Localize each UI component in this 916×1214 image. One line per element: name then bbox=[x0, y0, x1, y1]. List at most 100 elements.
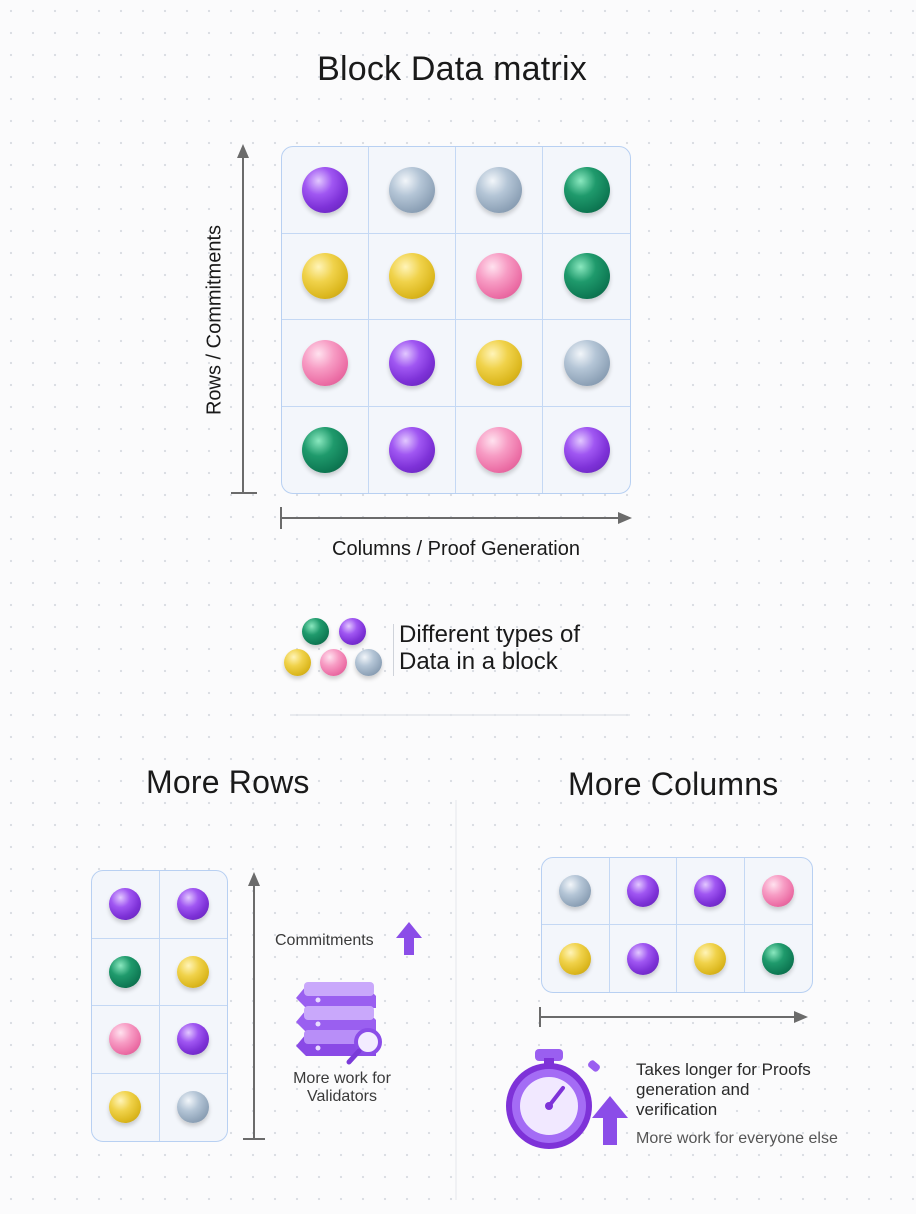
proofs-up-arrow-icon bbox=[592, 1096, 628, 1145]
green-data-ball bbox=[563, 253, 610, 300]
rows-matrix-cell bbox=[159, 939, 227, 1006]
legend-separator bbox=[393, 624, 394, 676]
more-columns-title: More Columns bbox=[568, 766, 779, 802]
silver-data-ball bbox=[389, 166, 435, 213]
matrix-cell bbox=[456, 320, 543, 407]
columns-matrix-cell bbox=[677, 858, 745, 925]
rows-matrix-cell bbox=[159, 871, 227, 939]
green-data-ball bbox=[563, 166, 610, 213]
green-data-ball bbox=[762, 942, 795, 975]
proofs-text: Takes longer for Proofs generation and v… bbox=[636, 1060, 811, 1120]
rows-matrix-cell bbox=[92, 871, 160, 939]
legend-pink-ball bbox=[320, 649, 347, 676]
purple-data-ball bbox=[626, 875, 659, 907]
legend-line-2: Data in a block bbox=[399, 648, 558, 675]
more-columns-matrix bbox=[541, 857, 813, 993]
matrix-cell bbox=[282, 147, 369, 234]
yellow-data-ball bbox=[476, 339, 522, 386]
rows-matrix-cell bbox=[159, 1006, 227, 1074]
purple-data-ball bbox=[626, 942, 659, 975]
matrix-cell bbox=[456, 406, 543, 493]
matrix-cell bbox=[543, 234, 630, 320]
commitments-label: Commitments bbox=[275, 932, 374, 949]
yellow-data-ball bbox=[694, 942, 727, 975]
yellow-data-ball bbox=[302, 253, 348, 300]
y-axis-arrow bbox=[231, 144, 257, 494]
matrix-cell bbox=[369, 147, 456, 234]
pink-data-ball bbox=[476, 426, 522, 473]
more-rows-matrix bbox=[91, 870, 228, 1142]
green-data-ball bbox=[109, 955, 142, 988]
rows-matrix-cell bbox=[92, 1006, 160, 1074]
validators-work-text: More work for Validators bbox=[286, 1070, 398, 1106]
columns-matrix-cell bbox=[744, 858, 812, 925]
rows-matrix-cell bbox=[92, 1073, 160, 1141]
green-data-ball bbox=[302, 426, 348, 473]
everyone-work-text: More work for everyone else bbox=[636, 1130, 838, 1147]
proofs-line-1: Takes longer for Proofs bbox=[636, 1060, 811, 1079]
legend-yellow-ball bbox=[284, 649, 311, 676]
matrix-cell bbox=[543, 147, 630, 234]
pink-data-ball bbox=[109, 1023, 142, 1056]
legend-text: Different types of Data in a block bbox=[399, 621, 580, 675]
legend-balls bbox=[284, 618, 386, 678]
silver-data-ball bbox=[559, 875, 592, 907]
yellow-data-ball bbox=[389, 253, 435, 300]
stopwatch-icon bbox=[506, 1049, 600, 1149]
yellow-data-ball bbox=[559, 942, 592, 975]
x-axis-arrow bbox=[280, 507, 632, 529]
silver-data-ball bbox=[563, 339, 610, 386]
silver-data-ball bbox=[476, 166, 522, 213]
legend-line-1: Different types of bbox=[399, 621, 580, 648]
server-stack-icon bbox=[296, 982, 382, 1065]
commitments-up-arrow-icon bbox=[396, 922, 422, 955]
purple-data-ball bbox=[302, 166, 348, 213]
columns-matrix-cell bbox=[609, 858, 677, 925]
matrix-cell bbox=[543, 320, 630, 407]
legend-silver-ball bbox=[355, 649, 382, 676]
matrix-cell bbox=[543, 407, 630, 494]
pink-data-ball bbox=[762, 875, 795, 907]
page-title: Block Data matrix bbox=[317, 50, 587, 88]
matrix-cell bbox=[369, 233, 456, 320]
pink-data-ball bbox=[476, 253, 522, 300]
columns-matrix-cell bbox=[542, 925, 610, 992]
columns-axis-arrow bbox=[539, 1007, 808, 1027]
columns-matrix-cell bbox=[677, 925, 745, 992]
matrix-cell bbox=[282, 406, 369, 493]
matrix-cell bbox=[369, 406, 456, 493]
purple-data-ball bbox=[563, 426, 610, 473]
x-axis-label: Columns / Proof Generation bbox=[332, 538, 580, 560]
silver-data-ball bbox=[177, 1091, 210, 1124]
matrix-cell bbox=[282, 320, 369, 407]
yellow-data-ball bbox=[177, 955, 210, 988]
legend-purple-ball bbox=[339, 618, 366, 645]
matrix-cell bbox=[456, 233, 543, 320]
rows-axis-arrow bbox=[243, 872, 265, 1140]
matrix-cell bbox=[282, 233, 369, 320]
purple-data-ball bbox=[177, 1023, 210, 1056]
purple-data-ball bbox=[389, 339, 435, 386]
rows-matrix-cell bbox=[92, 938, 160, 1006]
block-data-matrix bbox=[281, 146, 631, 494]
pink-data-ball bbox=[302, 339, 348, 386]
rows-matrix-cell bbox=[160, 1074, 228, 1142]
proofs-line-2: generation and bbox=[636, 1080, 750, 1099]
matrix-cell bbox=[369, 320, 456, 407]
more-rows-title: More Rows bbox=[146, 764, 310, 800]
matrix-cell bbox=[456, 147, 543, 234]
columns-matrix-cell bbox=[542, 858, 610, 925]
columns-matrix-cell bbox=[610, 925, 677, 992]
purple-data-ball bbox=[177, 888, 210, 921]
validators-work-line-2: Validators bbox=[307, 1088, 377, 1105]
proofs-line-3: verification bbox=[636, 1100, 718, 1119]
purple-data-ball bbox=[109, 888, 142, 921]
validators-work-line-1: More work for bbox=[293, 1070, 391, 1087]
yellow-data-ball bbox=[109, 1091, 142, 1124]
legend-green-ball bbox=[302, 618, 329, 645]
purple-data-ball bbox=[694, 875, 727, 907]
purple-data-ball bbox=[389, 426, 435, 473]
